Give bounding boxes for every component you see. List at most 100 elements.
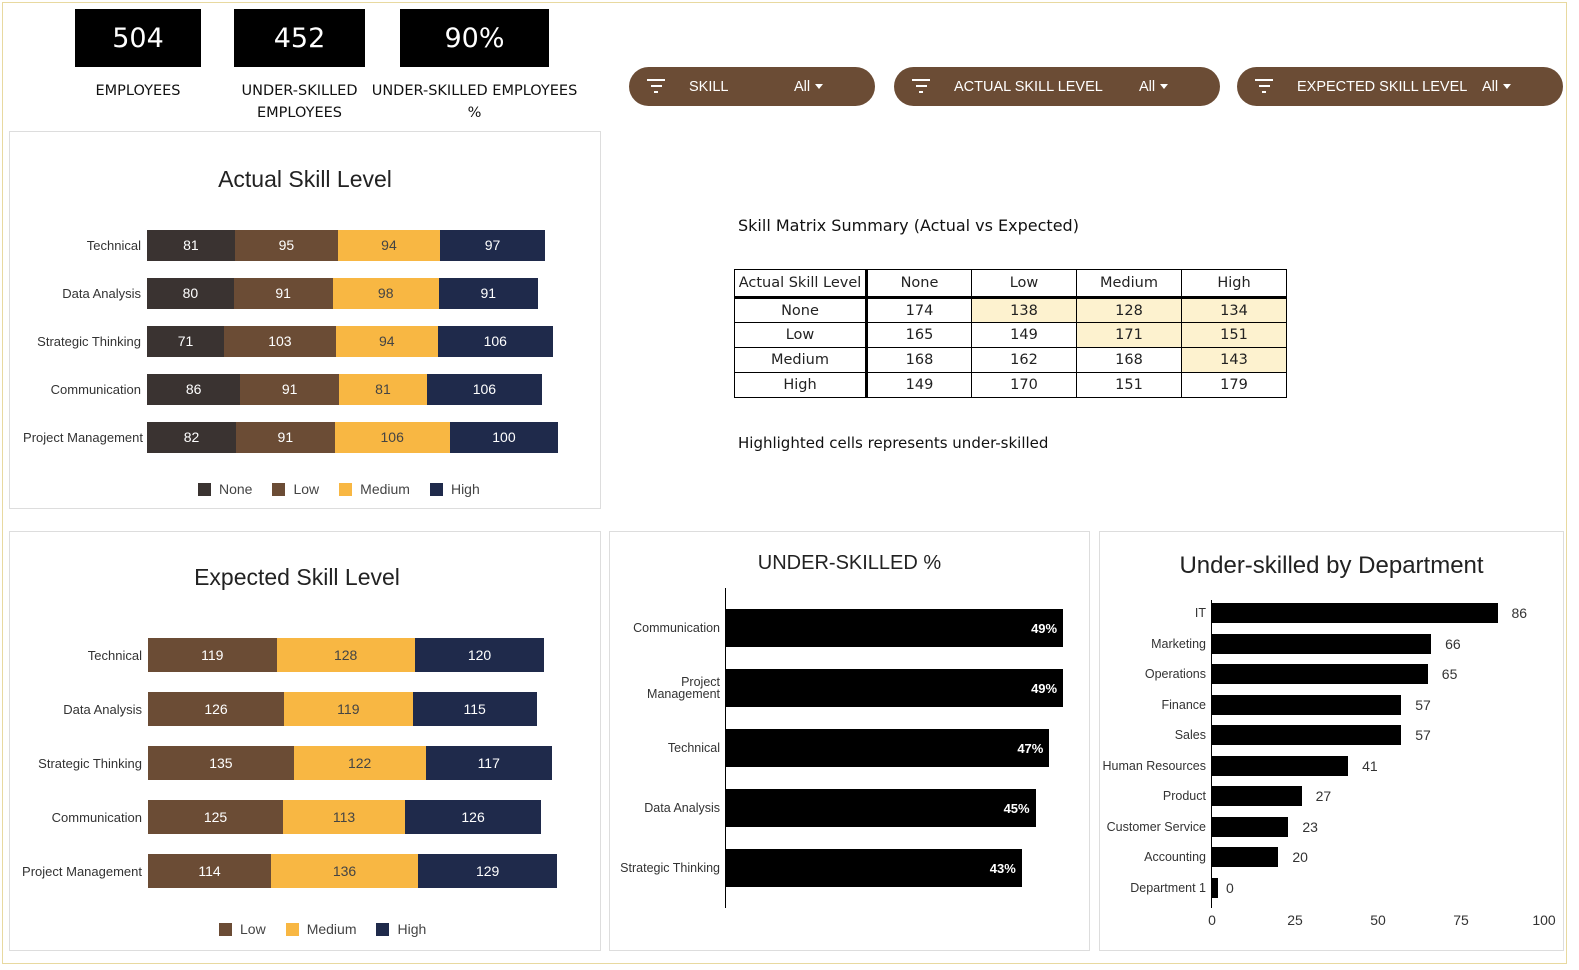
matrix-cell: 174: [866, 297, 972, 323]
bar: [1212, 755, 1349, 776]
filter-label: SKILL: [689, 78, 729, 95]
matrix-row-header: High: [734, 372, 868, 398]
bar-segment-high: 106: [437, 325, 553, 357]
matrix-header-row: Actual Skill Level None Low Medium High: [734, 269, 1287, 299]
data-label: 23: [1302, 818, 1318, 835]
matrix-row: Medium 168 162 168 143: [734, 347, 1287, 373]
legend-label: Low: [293, 481, 320, 497]
matrix-cell: 165: [866, 322, 972, 348]
legend-item: Medium: [339, 481, 410, 497]
legend: Low Medium High: [219, 921, 426, 937]
matrix-row: High 149 170 151 179: [734, 372, 1287, 398]
matrix-row: Low 165 149 171 151: [734, 322, 1287, 348]
bar: 49%: [726, 669, 1064, 707]
x-tick-label: 50: [1370, 912, 1386, 928]
bar-segment-high: 97: [439, 229, 546, 261]
filter-expected-skill-level[interactable]: EXPECTED SKILL LEVEL All: [1237, 67, 1563, 106]
kpi-label: UNDER-SKILLED EMPLOYEES: [241, 83, 358, 121]
kpi-value: 504: [75, 9, 201, 67]
matrix-col-header: Medium: [1076, 269, 1182, 299]
data-label: 20: [1292, 849, 1308, 865]
legend-label: None: [219, 481, 253, 497]
matrix-cell: 162: [971, 347, 1077, 373]
y-tick-label: Sales: [1174, 728, 1206, 742]
bar-segment-none: 82: [147, 421, 236, 453]
y-tick-label: Human Resources: [1102, 758, 1206, 773]
filter-dropdown[interactable]: All: [794, 79, 823, 95]
legend-swatch: [339, 483, 353, 496]
matrix-cell: 149: [866, 372, 972, 398]
bar: 43%: [726, 849, 1022, 887]
y-tick-label: Strategic Thinking: [38, 755, 142, 771]
y-tick-label: Accounting: [1144, 850, 1206, 864]
legend-item: Low: [219, 921, 266, 937]
bar-segment-low: 95: [234, 229, 338, 261]
legend-label: High: [450, 481, 480, 497]
bar-segment-medium: 94: [337, 229, 440, 261]
bar-segment-medium: 136: [271, 854, 418, 888]
filter-icon: [1255, 79, 1273, 97]
bar: 49%: [726, 609, 1064, 647]
bar-segment-none: 71: [147, 325, 225, 357]
filter-dropdown[interactable]: All: [1482, 79, 1511, 95]
matrix-cell: 170: [971, 372, 1077, 398]
y-tick-label: Finance: [1161, 697, 1206, 712]
chart-title: UNDER-SKILLED %: [757, 552, 942, 574]
bar-segment-high: 91: [438, 277, 538, 309]
matrix-cell: 134: [1181, 297, 1287, 323]
chart-title: Under-skilled by Department: [1179, 552, 1484, 579]
bar-segment-none: 80: [147, 277, 234, 309]
chart-title: Expected Skill Level: [194, 564, 400, 590]
bar-segment-low: 91: [240, 373, 340, 405]
filter-actual-skill-level[interactable]: ACTUAL SKILL LEVEL All: [894, 67, 1220, 106]
matrix-col-header: None: [866, 269, 972, 299]
y-tick-label: Technical: [87, 647, 142, 663]
matrix-row-header: Low: [734, 322, 868, 348]
actual-skill-panel: Actual Skill Level Technical 81 95 94 97 Data…: [9, 131, 601, 509]
y-tick-label: Communication: [50, 381, 141, 397]
y-tick-label: Strategic Thinking: [620, 861, 720, 875]
legend-swatch: [272, 483, 286, 496]
kpi-label: UNDER-SKILLED EMPLOYEES %: [371, 83, 578, 121]
chart-title: Actual Skill Level: [218, 166, 392, 192]
bar-segment-medium: 81: [339, 373, 427, 405]
y-tick-label: IT: [1194, 606, 1206, 620]
matrix-cell: 179: [1181, 372, 1287, 398]
bar: [1212, 664, 1428, 684]
matrix-cell: 138: [971, 297, 1077, 323]
y-tick-label: Strategic Thinking: [37, 333, 141, 349]
bar-segment-none: 86: [147, 373, 241, 405]
data-label: 66: [1445, 635, 1461, 652]
bar-segment-high: 126: [405, 800, 542, 834]
bar-segment-low: 135: [148, 746, 294, 780]
matrix-row-header: Medium: [734, 347, 868, 373]
bar-segment-medium: 113: [283, 800, 406, 834]
legend-label: Medium: [360, 481, 410, 497]
legend-label: Medium: [306, 921, 357, 937]
matrix-title: Skill Matrix Summary (Actual vs Expected…: [738, 216, 1079, 235]
x-tick-label: 100: [1532, 912, 1556, 928]
bar-segment-high: 117: [425, 746, 552, 780]
filter-dropdown[interactable]: All: [1139, 79, 1168, 95]
bar-segment-low: 114: [148, 854, 272, 888]
y-tick-label: Product: [1162, 789, 1206, 803]
bar: [1212, 725, 1402, 745]
bar-segment-medium: 128: [276, 638, 415, 672]
bar-segment-low: 126: [148, 692, 285, 726]
y-tick-label: Operations: [1144, 667, 1206, 681]
legend-label: High: [397, 921, 427, 937]
y-tick-label: Communication: [633, 621, 720, 635]
filter-icon: [647, 79, 665, 97]
bar-segment-low: 103: [224, 325, 336, 357]
data-label: 41: [1362, 757, 1378, 774]
filter-skill[interactable]: SKILL All: [629, 67, 875, 106]
matrix-cell: 143: [1181, 347, 1287, 373]
bar-segment-low: 125: [148, 800, 283, 834]
legend-swatch: [429, 483, 443, 496]
bar-segment-high: 120: [414, 638, 545, 672]
data-label: 57: [1415, 727, 1431, 743]
bar-segment-medium: 119: [284, 692, 413, 726]
matrix-cell: 168: [1076, 347, 1182, 373]
legend-item: Medium: [285, 921, 357, 937]
